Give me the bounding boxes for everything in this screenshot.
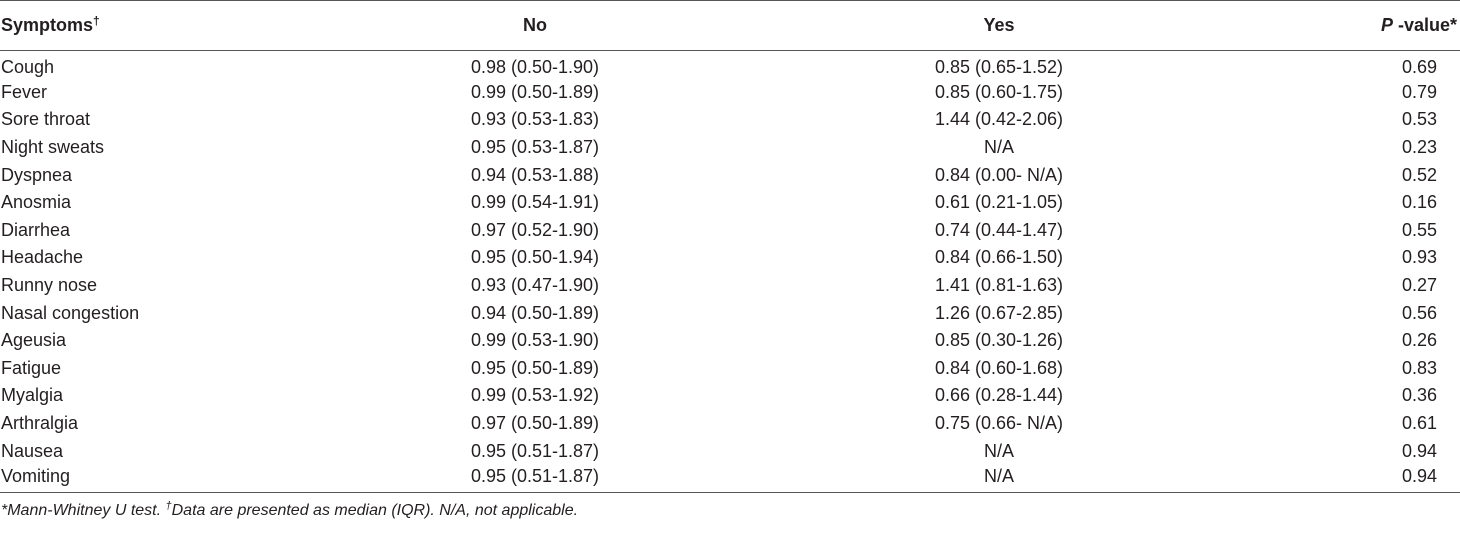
cell-symptom: Fatigue	[1, 357, 62, 378]
cell-symptom: Cough	[1, 56, 55, 77]
cell-yes: 0.85 (0.65-1.52)	[934, 56, 1064, 77]
cell-p-value: 0.61	[1401, 413, 1437, 434]
cell-p-value: 0.16	[1401, 192, 1437, 213]
table-row: Arthralgia 0.97 (0.50-1.89) 0.75 (0.66- N/…	[0, 409, 1460, 437]
table-row: Dyspnea 0.94 (0.53-1.88) 0.84 (0.00- N/A) 0…	[0, 161, 1460, 189]
cell-no: 0.94 (0.50-1.89)	[470, 302, 600, 323]
cell-symptom: Myalgia	[1, 385, 64, 406]
header-yes: Yes	[742, 0, 1256, 51]
table-row: Runny nose 0.93 (0.47-1.90) 1.41 (0.81-1.6…	[0, 271, 1460, 299]
header-symptoms-mark: †	[93, 14, 100, 28]
symptoms-table-container: Symptoms† No Yes P -value* Cough 0.98 (0.…	[0, 0, 1460, 520]
cell-symptom: Dyspnea	[1, 164, 73, 185]
cell-yes: 0.84 (0.60-1.68)	[934, 357, 1064, 378]
cell-no: 0.98 (0.50-1.90)	[470, 56, 600, 77]
table-row: Sore throat 0.93 (0.53-1.83) 1.44 (0.42-2.…	[0, 106, 1460, 134]
table-row: Fatigue 0.95 (0.50-1.89) 0.84 (0.60-1.68) 0…	[0, 354, 1460, 382]
cell-yes: 0.66 (0.28-1.44)	[934, 385, 1064, 406]
table-row: Night sweats 0.95 (0.53-1.87) N/A 0.23	[0, 133, 1460, 161]
cell-symptom: Vomiting	[0, 464, 328, 493]
table-row: Headache 0.95 (0.50-1.94) 0.84 (0.66-1.50)…	[0, 244, 1460, 272]
cell-yes: 1.44 (0.42-2.06)	[934, 109, 1064, 130]
cell-p-value: 0.55	[1401, 219, 1437, 240]
cell-yes: 0.84 (0.66-1.50)	[934, 247, 1064, 268]
table-footnote: *Mann-Whitney U test. †Data are presente…	[1, 499, 1460, 520]
cell-p-value: 0.52	[1401, 164, 1437, 185]
cell-symptom: Diarrhea	[1, 219, 71, 240]
header-p-value: P -value*	[1256, 0, 1460, 51]
header-p-label: P	[1380, 15, 1393, 35]
table-body: Cough 0.98 (0.50-1.90) 0.85 (0.65-1.52) 0.6…	[0, 51, 1460, 493]
cell-no: 0.97 (0.52-1.90)	[470, 219, 600, 240]
cell-p-value: 0.56	[1401, 302, 1437, 323]
table-row: Cough 0.98 (0.50-1.90) 0.85 (0.65-1.52) 0.6…	[0, 51, 1460, 79]
cell-no: 0.95 (0.53-1.87)	[470, 137, 600, 158]
cell-yes: 1.41 (0.81-1.63)	[934, 275, 1064, 296]
cell-no: 0.93 (0.47-1.90)	[470, 275, 600, 296]
cell-p-value: 0.83	[1401, 357, 1437, 378]
cell-p-value: 0.69	[1401, 56, 1437, 77]
cell-symptom: Fever	[1, 81, 48, 102]
cell-no: 0.99 (0.53-1.90)	[470, 330, 600, 351]
cell-yes: 0.75 (0.66- N/A)	[934, 413, 1064, 434]
header-symptoms-label: Symptoms	[1, 15, 94, 35]
cell-no: 0.99 (0.50-1.89)	[470, 81, 600, 102]
cell-p-value: 0.94	[1256, 464, 1460, 493]
cell-symptom: Night sweats	[1, 137, 105, 158]
cell-no: 0.95 (0.50-1.89)	[470, 357, 600, 378]
symptoms-table: Symptoms† No Yes P -value* Cough 0.98 (0.…	[0, 0, 1460, 493]
cell-p-value: 0.23	[1401, 137, 1437, 158]
cell-no: 0.93 (0.53-1.83)	[470, 109, 600, 130]
cell-no: 0.99 (0.53-1.92)	[470, 385, 600, 406]
cell-yes: 1.26 (0.67-2.85)	[934, 302, 1064, 323]
header-p-suffix: -value*	[1392, 15, 1457, 35]
cell-no: 0.95 (0.50-1.94)	[470, 247, 600, 268]
cell-no: 0.95 (0.51-1.87)	[328, 464, 742, 493]
cell-yes: N/A	[983, 137, 1014, 158]
table-header-row: Symptoms† No Yes P -value*	[0, 0, 1460, 51]
cell-symptom: Anosmia	[1, 192, 72, 213]
cell-symptom: Sore throat	[1, 109, 91, 130]
cell-symptom: Headache	[1, 247, 84, 268]
footnote-part2: Data are presented as median (IQR). N/A,…	[171, 501, 579, 519]
cell-yes: N/A	[742, 464, 1256, 493]
cell-no: 0.97 (0.50-1.89)	[470, 413, 600, 434]
footnote-mark: †	[165, 499, 172, 512]
table-row: Fever 0.99 (0.50-1.89) 0.85 (0.60-1.75) 0.7…	[0, 78, 1460, 106]
cell-yes: N/A	[983, 440, 1014, 461]
cell-no: 0.94 (0.53-1.88)	[470, 164, 600, 185]
cell-p-value: 0.79	[1401, 81, 1437, 102]
cell-symptom: Ageusia	[1, 330, 67, 351]
cell-p-value: 0.27	[1401, 275, 1437, 296]
cell-no: 0.95 (0.51-1.87)	[470, 440, 600, 461]
table-row: Ageusia 0.99 (0.53-1.90) 0.85 (0.30-1.26) 0…	[0, 326, 1460, 354]
table-row: Nasal congestion 0.94 (0.50-1.89) 1.26 (0.…	[0, 299, 1460, 327]
cell-yes: 0.61 (0.21-1.05)	[934, 192, 1064, 213]
table-row: Vomiting 0.95 (0.51-1.87) N/A 0.94	[0, 464, 1460, 493]
cell-symptom: Arthralgia	[1, 413, 79, 434]
cell-p-value: 0.53	[1401, 109, 1437, 130]
cell-p-value: 0.93	[1401, 247, 1437, 268]
cell-symptom: Nasal congestion	[1, 302, 140, 323]
table-row: Myalgia 0.99 (0.53-1.92) 0.66 (0.28-1.44) 0…	[0, 382, 1460, 410]
cell-no: 0.99 (0.54-1.91)	[470, 192, 600, 213]
cell-yes: 0.85 (0.60-1.75)	[934, 81, 1064, 102]
cell-p-value: 0.26	[1401, 330, 1437, 351]
table-row: Anosmia 0.99 (0.54-1.91) 0.61 (0.21-1.05) 0…	[0, 188, 1460, 216]
cell-p-value: 0.94	[1401, 440, 1437, 461]
cell-yes: 0.84 (0.00- N/A)	[934, 164, 1064, 185]
cell-symptom: Nausea	[1, 440, 64, 461]
cell-p-value: 0.36	[1401, 385, 1437, 406]
cell-symptom: Runny nose	[1, 275, 98, 296]
cell-yes: 0.85 (0.30-1.26)	[934, 330, 1064, 351]
footnote-part1: *Mann-Whitney U test.	[1, 501, 166, 519]
header-no: No	[328, 0, 742, 51]
header-symptoms: Symptoms†	[0, 0, 328, 51]
table-row: Diarrhea 0.97 (0.52-1.90) 0.74 (0.44-1.47)…	[0, 216, 1460, 244]
cell-yes: 0.74 (0.44-1.47)	[934, 219, 1064, 240]
table-row: Nausea 0.95 (0.51-1.87) N/A 0.94	[0, 437, 1460, 465]
